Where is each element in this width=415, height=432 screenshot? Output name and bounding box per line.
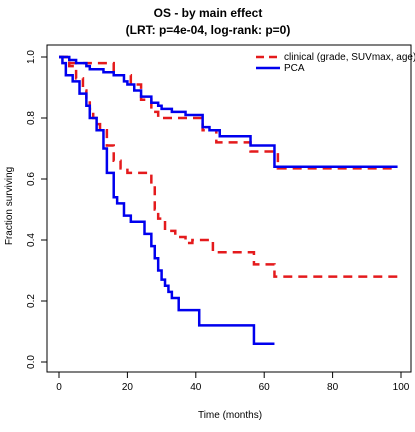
x-tick-label: 80 [327,382,339,393]
series-line-pca-high [59,55,398,169]
legend-label-pca: PCA [284,63,305,74]
y-tick-label: 0.8 [26,111,37,125]
series-line-clinical-high [59,55,398,170]
series-line-pca-low [59,55,275,345]
series-layer [59,55,398,345]
y-axis: 0.0 0.2 0.4 0.6 0.8 1.0 [26,50,47,369]
y-tick-label: 0.6 [26,172,37,186]
chart-subtitle: (LRT: p=4e-04, log-rank: p=0) [126,23,291,37]
plot-frame [46,44,412,373]
y-tick-label: 0.0 [26,355,37,369]
y-tick-label: 1.0 [26,50,37,64]
x-axis: 0 20 40 60 80 100 [56,372,410,393]
y-axis-label: Fraction surviving [4,167,15,245]
x-tick-label: 40 [190,382,202,393]
legend-label-clinical: clinical (grade, SUVmax, age) [284,52,415,63]
x-tick-label: 60 [259,382,271,393]
x-tick-label: 20 [122,382,134,393]
legend: clinical (grade, SUVmax, age) PCA [256,52,415,74]
y-tick-label: 0.2 [26,294,37,308]
x-tick-label: 0 [56,382,62,393]
chart-title: OS - by main effect [154,6,263,20]
x-tick-label: 100 [393,382,410,393]
y-tick-label: 0.4 [26,233,37,247]
x-axis-label: Time (months) [198,410,262,421]
